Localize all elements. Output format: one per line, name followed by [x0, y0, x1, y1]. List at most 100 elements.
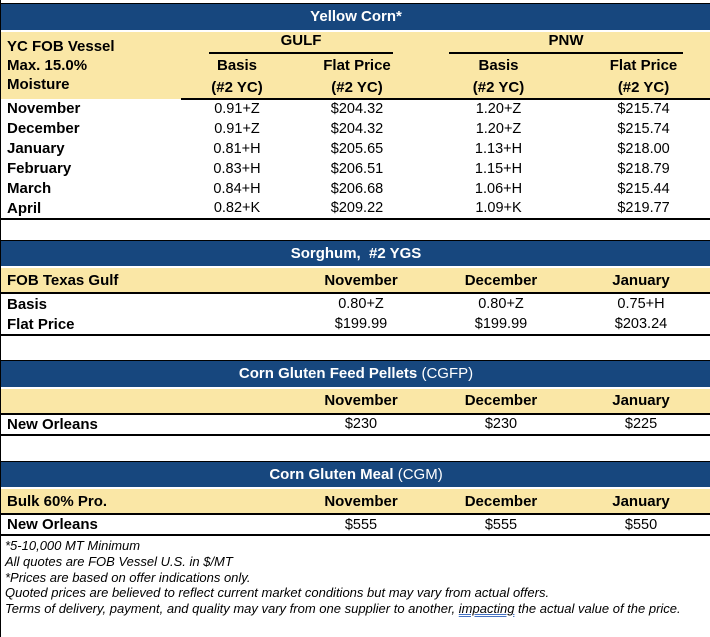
cell-gulf-basis: 0.91+Z	[214, 120, 260, 137]
cell-pnw-flat: $215.74	[617, 101, 670, 117]
cell-value: $199.99	[431, 314, 571, 336]
footnote-quotes-basis: All quotes are FOB Vessel U.S. in $/MT	[5, 553, 233, 569]
sorghum-title-row: Sorghum, #2 YGS	[1, 239, 710, 268]
column-header-november: November	[291, 488, 431, 515]
sorghum-title-text: Sorghum, #2 YGS	[290, 244, 422, 262]
cell-value: $555	[291, 514, 431, 536]
spec-header-row: (#2 YC) (#2 YC) (#2 YC) (#2 YC)	[1, 76, 710, 100]
cell-value: $550	[571, 514, 710, 536]
sorghum-row-header: FOB Texas Gulf	[1, 267, 291, 294]
cgfp-title-abbr: (CGFP)	[417, 365, 474, 383]
sorghum-title: Sorghum, #2 YGS	[1, 239, 710, 268]
cell-gulf-flat: $206.68	[330, 180, 384, 197]
cgfp-header-row: November December January	[1, 387, 710, 415]
gulf-flat-price-header: Flat Price	[293, 54, 421, 77]
cell-month: November	[7, 100, 81, 117]
cell-gulf-basis: 0.82+K	[181, 198, 293, 220]
table-row: February 0.83+H $206.51 1.15+H $218.79	[1, 159, 710, 179]
cell-pnw-flat: $215.74	[617, 120, 670, 137]
pnw-flat-spec: (#2 YC)	[576, 76, 710, 100]
cell-pnw-basis: 1.13+H	[474, 140, 523, 157]
gulf-basis-spec: (#2 YC)	[181, 76, 293, 100]
cell-pnw-flat: $218.00	[617, 140, 670, 157]
footnote-terms: Terms of delivery, payment, and quality …	[5, 601, 710, 617]
cell-pnw-basis: 1.09+K	[421, 198, 576, 220]
cgm-title: Corn Gluten Meal (CGM)	[1, 460, 710, 489]
sub-header-row: Basis Flat Price Basis Flat Price	[1, 54, 710, 77]
cell-gulf-basis: 0.91+Z	[214, 101, 260, 117]
cell-month: December	[7, 120, 80, 137]
cell-pnw-flat: $218.79	[617, 160, 670, 177]
cell-value: $225	[571, 413, 710, 436]
column-header-december: December	[431, 488, 571, 515]
row-header-line-3: Moisture	[7, 75, 70, 93]
footnote-terms-pre: Terms of delivery, payment, and quality …	[5, 601, 459, 617]
cell-gulf-basis: 0.84+H	[213, 180, 261, 197]
cell-pnw-flat: $219.77	[576, 198, 710, 220]
pnw-basis-spec: (#2 YC)	[421, 76, 576, 100]
cell-value: $230	[291, 413, 431, 436]
group-pnw-cell: PNW	[421, 30, 710, 55]
cell-gulf-flat: $205.65	[330, 140, 384, 157]
row-header-line-2: Max. 15.0%	[7, 56, 88, 74]
yellow-corn-row-header: YC FOB Vessel Max. 15.0% Moisture	[1, 30, 181, 99]
pnw-flat-price-header: Flat Price	[576, 54, 710, 77]
column-header-january: January	[571, 387, 710, 415]
cell-pnw-flat: $215.44	[617, 180, 670, 197]
yellow-corn-title-text: Yellow Corn*	[310, 8, 402, 26]
sorghum-table: Sorghum, #2 YGS FOB Texas Gulf November …	[1, 239, 710, 336]
column-header-november: November	[291, 267, 431, 294]
table-row: January 0.81+H $205.65 1.13+H $218.00	[1, 139, 710, 159]
table-row: Basis 0.80+Z 0.80+Z 0.75+H	[1, 293, 710, 314]
pnw-basis-header: Basis	[421, 54, 576, 77]
cell-value: 0.80+Z	[478, 296, 524, 312]
sorghum-header-row: FOB Texas Gulf November December January	[1, 267, 710, 294]
cell-row-label: New Orleans	[1, 514, 291, 536]
group-pnw-label: PNW	[449, 32, 684, 54]
table-row: November 0.91+Z $204.32 1.20+Z $215.74	[1, 99, 710, 119]
cell-pnw-basis: 1.20+Z	[475, 120, 522, 137]
group-gulf-cell: GULF	[181, 30, 421, 55]
cgm-title-bold: Corn Gluten Meal	[269, 465, 394, 483]
cell-gulf-basis: 0.83+H	[213, 160, 261, 177]
cell-value: $203.24	[571, 314, 710, 336]
cell-gulf-flat: $209.22	[293, 198, 421, 220]
column-header-november: November	[291, 387, 431, 415]
column-header-january: January	[571, 267, 710, 294]
group-header-row: YC FOB Vessel Max. 15.0% Moisture GULF P…	[1, 30, 710, 99]
cell-pnw-basis: 1.15+H	[474, 160, 523, 177]
cgm-table: Corn Gluten Meal (CGM) Bulk 60% Pro. Nov…	[1, 460, 710, 536]
footnote-terms-post: the actual value of the price.	[514, 601, 681, 617]
table-row: April 0.82+K $209.22 1.09+K $219.77	[1, 198, 710, 220]
table-row: New Orleans $230 $230 $225	[1, 413, 710, 436]
yellow-corn-title-row: Yellow Corn*	[1, 3, 710, 32]
cgm-title-row: Corn Gluten Meal (CGM)	[1, 460, 710, 489]
cell-value: $199.99	[291, 314, 431, 336]
cell-gulf-flat: $206.51	[330, 160, 384, 177]
cell-month: January	[7, 140, 65, 157]
footnote-terms-underlined-word: impacting	[458, 601, 515, 617]
cgm-header-row: Bulk 60% Pro. November December January	[1, 488, 710, 515]
table-row: Flat Price $199.99 $199.99 $203.24	[1, 314, 710, 336]
cell-value: $230	[431, 413, 571, 436]
cell-value: 0.75+H	[617, 296, 665, 312]
table-row: March 0.84+H $206.68 1.06+H $215.44	[1, 179, 710, 199]
cell-month: March	[7, 180, 52, 197]
row-header-line-1: YC FOB Vessel	[7, 37, 115, 55]
cell-month: April	[1, 198, 181, 220]
cell-month: February	[7, 160, 72, 177]
cgm-title-abbr: (CGM)	[393, 465, 443, 483]
cell-gulf-basis: 0.81+H	[213, 140, 261, 157]
yellow-corn-title: Yellow Corn*	[1, 3, 710, 32]
cgfp-title-bold: Corn Gluten Feed Pellets	[238, 365, 418, 383]
cgfp-title: Corn Gluten Feed Pellets (CGFP)	[1, 360, 710, 389]
table-row: December 0.91+Z $204.32 1.20+Z $215.74	[1, 119, 710, 139]
cell-row-label: Flat Price	[1, 314, 291, 336]
cell-value: $555	[431, 514, 571, 536]
table-row: New Orleans $555 $555 $550	[1, 514, 710, 536]
footnote-minimum: *5-10,000 MT Minimum	[5, 538, 141, 553]
gulf-flat-spec: (#2 YC)	[293, 76, 421, 100]
column-header-december: December	[431, 387, 571, 415]
cell-row-label: Basis	[7, 295, 48, 313]
